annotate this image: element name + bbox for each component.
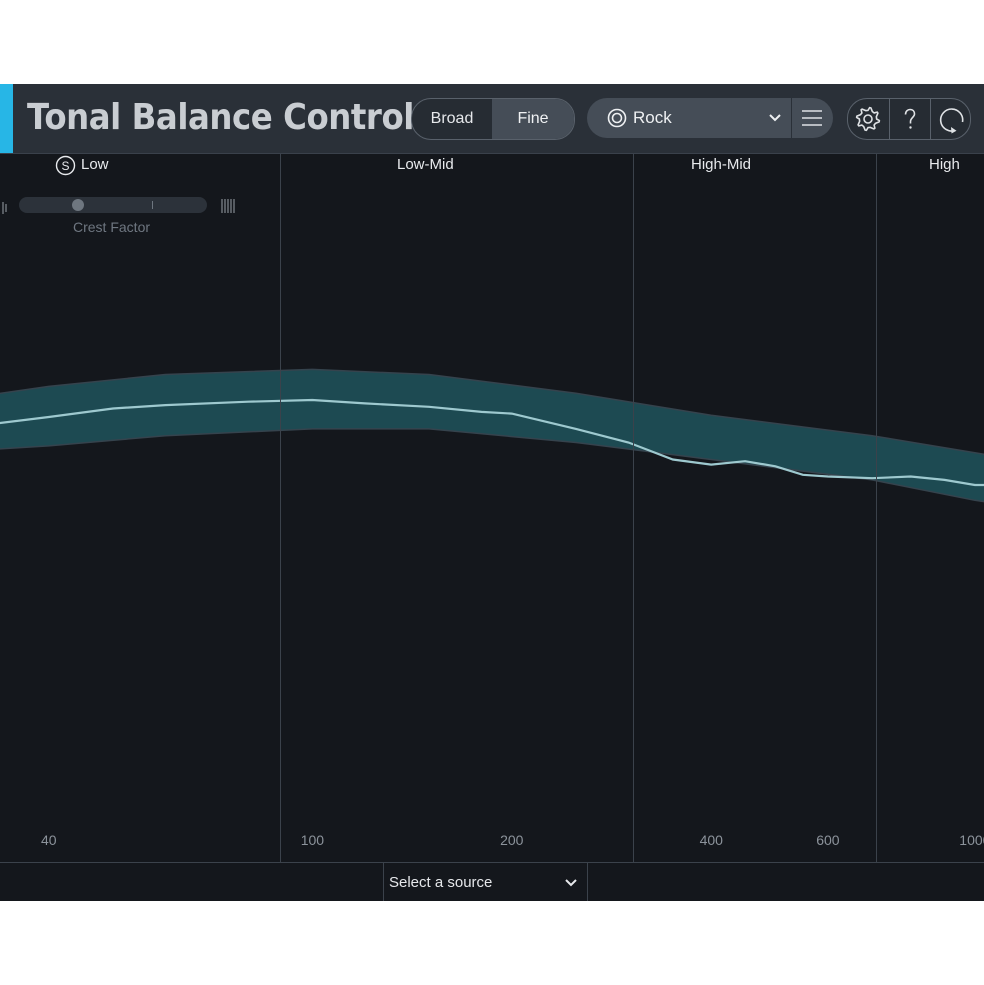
band-label-low-mid: Low-Mid — [397, 156, 454, 173]
target-range-upper-edge — [0, 368, 984, 456]
source-dropdown[interactable]: Select a source — [383, 863, 588, 901]
crest-factor-label: Crest Factor — [73, 219, 151, 235]
freq-tick-label: 100 — [300, 832, 325, 848]
band-label-low: Low — [81, 156, 109, 173]
menu-icon — [802, 110, 822, 126]
preset-dropdown[interactable]: Rock — [587, 98, 791, 138]
refresh-button[interactable] — [930, 99, 970, 139]
band-label-high: High — [929, 156, 960, 173]
freq-tick-label: 400 — [699, 832, 723, 848]
help-button[interactable] — [889, 99, 930, 139]
chevron-down-icon — [769, 114, 781, 122]
freq-tick-label: 1000 — [959, 832, 984, 848]
accent-bar — [0, 84, 13, 153]
chevron-down-icon — [565, 879, 577, 887]
utility-buttons — [847, 98, 971, 140]
band-divider-highmid-high[interactable] — [876, 153, 877, 862]
target-icon — [607, 108, 627, 128]
analysis-curve — [0, 398, 984, 487]
crest-factor-slider[interactable] — [19, 197, 207, 213]
band-divider-lowmid-highmid[interactable] — [633, 153, 634, 862]
footer-bar: Select a source — [0, 862, 984, 901]
plugin-window: Tonal Balance Control Broad Fine Rock — [0, 84, 984, 901]
source-value: Select a source — [389, 874, 493, 891]
crest-factor-knob[interactable] — [72, 199, 84, 211]
help-icon — [904, 108, 916, 129]
band-divider-low-lowmid[interactable] — [280, 153, 281, 862]
broad-view-button[interactable]: Broad — [430, 110, 474, 127]
target-range-band — [0, 369, 984, 502]
target-range-lower-edge — [0, 428, 984, 503]
solo-icon[interactable]: S — [55, 155, 76, 176]
refresh-icon — [939, 108, 964, 134]
gear-icon — [855, 106, 881, 132]
freq-tick-label: 600 — [816, 832, 840, 848]
crest-max-marker — [221, 199, 235, 213]
view-toggle: Broad Fine — [411, 98, 575, 140]
header-bar: Tonal Balance Control Broad Fine Rock — [0, 84, 984, 154]
fine-view-button[interactable]: Fine — [492, 99, 574, 139]
spectrum-chart — [0, 368, 984, 503]
menu-button[interactable] — [792, 98, 833, 138]
app-title: Tonal Balance Control — [27, 97, 414, 138]
freq-tick-label: 40 — [41, 832, 57, 848]
band-label-high-mid: High-Mid — [691, 156, 752, 173]
crest-factor-target-marker — [152, 201, 153, 209]
settings-button[interactable] — [848, 99, 888, 139]
preset-value: Rock — [633, 108, 672, 127]
freq-tick-label: 200 — [500, 832, 524, 848]
crest-min-marker — [2, 202, 7, 214]
svg-text:S: S — [61, 159, 69, 173]
